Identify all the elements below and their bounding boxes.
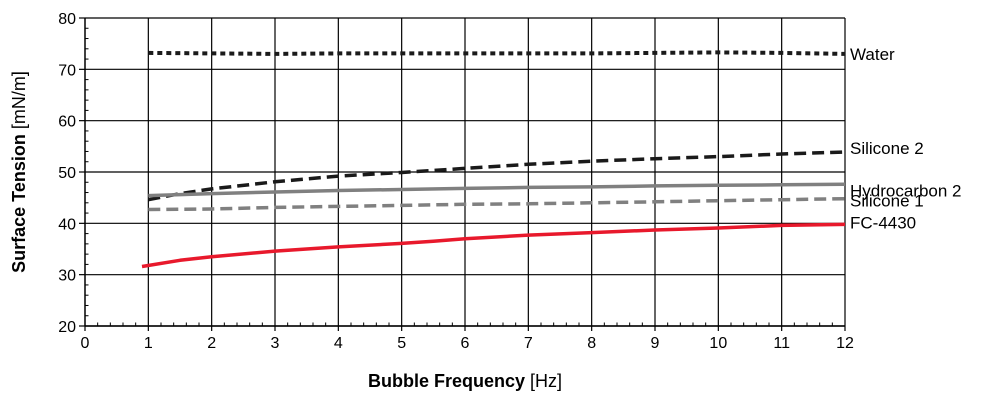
- x-tick-label: 11: [773, 335, 790, 352]
- x-tick-label: 3: [271, 335, 280, 352]
- y-axis-title-unit: [mN/m]: [9, 71, 29, 129]
- series-label-water: Water: [850, 45, 895, 64]
- x-axis-title-bold: Bubble Frequency: [368, 371, 525, 391]
- x-tick-label: 9: [651, 335, 660, 352]
- series-lines: [141, 50, 846, 269]
- grid-lines: [85, 17, 846, 327]
- x-tick-labels: 0 1 2 3 4 5 6 7 8 9 10 11 12: [81, 335, 854, 352]
- minor-ticks: [85, 27, 833, 326]
- series-label-silicone-1: Silicone 1: [850, 192, 924, 211]
- x-tick-label: 2: [207, 335, 216, 352]
- y-tick-label: 40: [58, 216, 76, 233]
- x-tick-label: 7: [524, 335, 533, 352]
- y-tick-label: 60: [58, 114, 76, 131]
- y-axis-title-bold: Surface Tension: [9, 134, 29, 273]
- x-tick-label: 0: [81, 335, 90, 352]
- series-label-hydrocarbon-2: Hydrocarbon 2: [850, 181, 962, 200]
- y-tick-labels: 20 30 40 50 60 70 80: [58, 11, 76, 336]
- y-tick-label: 50: [58, 165, 76, 182]
- x-tick-label: 5: [397, 335, 406, 352]
- axes: [79, 17, 846, 331]
- series-line-hydrocarbon-2: [148, 182, 846, 198]
- y-tick-label: 70: [58, 62, 76, 79]
- series-line-silicone-1: [148, 196, 846, 212]
- y-tick-label: 30: [58, 268, 76, 285]
- y-axis-title: Surface Tension [mN/m]: [9, 71, 29, 273]
- x-tick-label: 1: [144, 335, 153, 352]
- x-tick-label: 12: [836, 335, 854, 352]
- y-tick-label: 20: [58, 319, 76, 336]
- x-axis-title: Bubble Frequency [Hz]: [368, 371, 562, 391]
- series-line-water: [148, 50, 846, 56]
- y-tick-label: 80: [58, 11, 76, 28]
- x-axis-title-unit: [Hz]: [530, 371, 562, 391]
- x-tick-label: 10: [709, 335, 727, 352]
- series-line-fc-4430: [141, 222, 846, 269]
- series-line-silicone-2: [147, 150, 846, 202]
- series-label-fc-4430: FC-4430: [850, 213, 916, 232]
- series-label-silicone-2: Silicone 2: [850, 139, 924, 158]
- x-tick-label: 8: [587, 335, 596, 352]
- x-tick-label: 6: [461, 335, 470, 352]
- x-tick-label: 4: [334, 335, 343, 352]
